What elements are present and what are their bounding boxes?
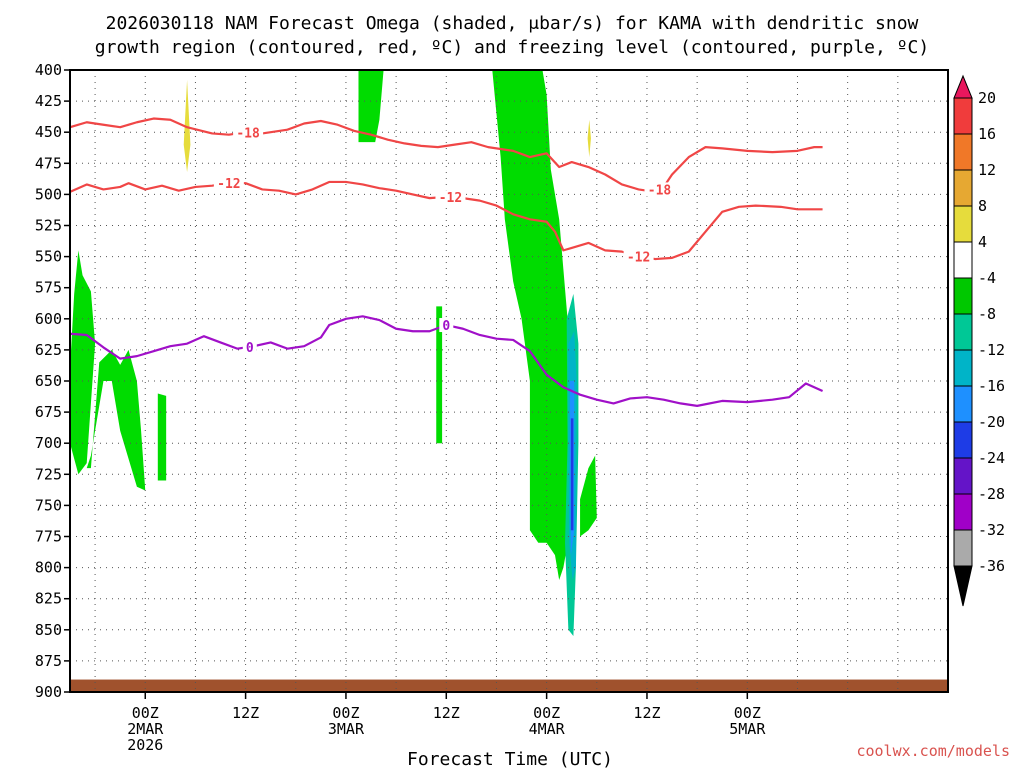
y-tick-label: 700 [35,434,62,452]
colorbar-label: -4 [978,269,996,287]
x-tick-label: 00Z 4MAR [529,704,566,738]
contour-label: 0 [246,341,254,356]
y-tick-label: 475 [35,154,62,172]
colorbar-label: -20 [978,413,1005,431]
contour-label-bg [623,249,654,264]
y-tick-label: 600 [35,310,62,328]
contour-line [69,315,824,407]
colorbar-swatch [953,421,973,459]
omega-shaded-region [358,70,384,143]
y-tick-label: 650 [35,372,62,390]
y-tick-label: 850 [35,621,62,639]
omega-shaded-region [157,393,167,481]
colorbar-swatch [953,277,973,315]
y-tick-label: 800 [35,559,62,577]
contour-label-bg [213,176,244,191]
colorbar: 20 16 12 8 4 -4 -8 -12 -16 -20 -24 -28 -32 -36 [953,74,1005,607]
colorbar-swatch [953,97,973,135]
omega-shaded-layer [70,70,597,637]
y-tick-label: 775 [35,528,62,546]
colorbar-swatch [953,529,973,567]
omega-shaded-region [492,70,576,581]
colorbar-swatch [953,205,973,243]
contour-label: -18 [236,126,260,141]
contour-label: 0 [442,319,450,334]
colorbar-label: 4 [978,233,987,251]
y-axis-ticks: 400 425 450 475 500 525 550 575 600 625 650 675 700 7… [35,61,70,701]
colorbar-swatch [953,133,973,171]
omega-shaded-region [587,119,591,158]
colorbar-swatch [953,241,973,279]
y-tick-label: 875 [35,652,62,670]
x-axis-ticks: 00Z 2MAR 2026 12Z 00Z 3MAR 12Z 00Z 4MAR 12Z 00Z 5MA… [127,692,766,754]
y-tick-label: 625 [35,341,62,359]
x-axis-label: Forecast Time (UTC) [407,749,613,768]
y-tick-label: 525 [35,217,62,235]
colorbar-label: 16 [978,125,996,143]
y-tick-label: 900 [35,683,62,701]
contour-label: -12 [217,177,240,192]
x-tick-label: 12Z [633,704,660,722]
colorbar-label: -36 [978,557,1005,575]
y-tick-label: 725 [35,465,62,483]
contour-label-bg [439,318,454,333]
colorbar-bottom-arrow [953,565,973,607]
colorbar-swatch [953,349,973,387]
contour-label: -12 [627,251,650,266]
colorbar-label: -8 [978,305,996,323]
omega-shaded-region [580,455,597,537]
y-tick-label: 400 [35,61,62,79]
grid-lines [70,70,948,692]
y-tick-label: 425 [35,92,62,110]
omega-shaded-region [436,306,443,444]
contour-layer: -18 -18 -12 -12 -12 0 0 [69,117,824,407]
contour-label-bg [242,339,257,354]
colorbar-label: -24 [978,449,1005,467]
contour-label-bg [233,125,264,140]
colorbar-label: 20 [978,89,996,107]
x-tick-label: 00Z 2MAR 2026 [127,704,164,754]
colorbar-swatch [953,457,973,495]
contour-label-bg [435,190,466,205]
x-tick-label: 00Z 3MAR [328,704,365,738]
chart-title-line-2: growth region (contoured, red, ºC) and f… [95,37,929,58]
terrain-layer [70,679,948,692]
x-tick-label: 00Z 5MAR [729,704,766,738]
colorbar-swatch [953,493,973,531]
colorbar-label: -16 [978,377,1005,395]
colorbar-swatch [953,169,973,207]
terrain-strip [70,679,948,692]
contour-label-bg [644,182,675,197]
contour-line [69,117,823,194]
colorbar-label: 12 [978,161,996,179]
colorbar-label: 8 [978,197,987,215]
colorbar-swatch [953,385,973,423]
y-tick-label: 500 [35,185,62,203]
colorbar-swatch [953,313,973,351]
omega-shaded-region [570,418,574,531]
contour-label: -12 [439,191,462,206]
colorbar-top-arrow [953,74,973,99]
x-tick-label: 12Z [433,704,460,722]
chart-title-line-1: 2026030118 NAM Forecast Omega (shaded, μ… [106,13,919,34]
contour-label: -18 [648,183,672,198]
omega-shaded-region [70,250,96,475]
y-tick-label: 450 [35,123,62,141]
y-tick-label: 550 [35,248,62,266]
watermark: coolwx.com/models [856,742,1010,760]
colorbar-label: -12 [978,341,1005,359]
colorbar-label: -32 [978,521,1005,539]
omega-shaded-region [183,79,191,173]
colorbar-label: -28 [978,485,1005,503]
y-tick-label: 675 [35,403,62,421]
y-tick-label: 825 [35,590,62,608]
x-tick-label: 12Z [232,704,259,722]
y-tick-label: 575 [35,279,62,297]
y-tick-label: 750 [35,496,62,514]
omega-shaded-region [86,349,146,491]
